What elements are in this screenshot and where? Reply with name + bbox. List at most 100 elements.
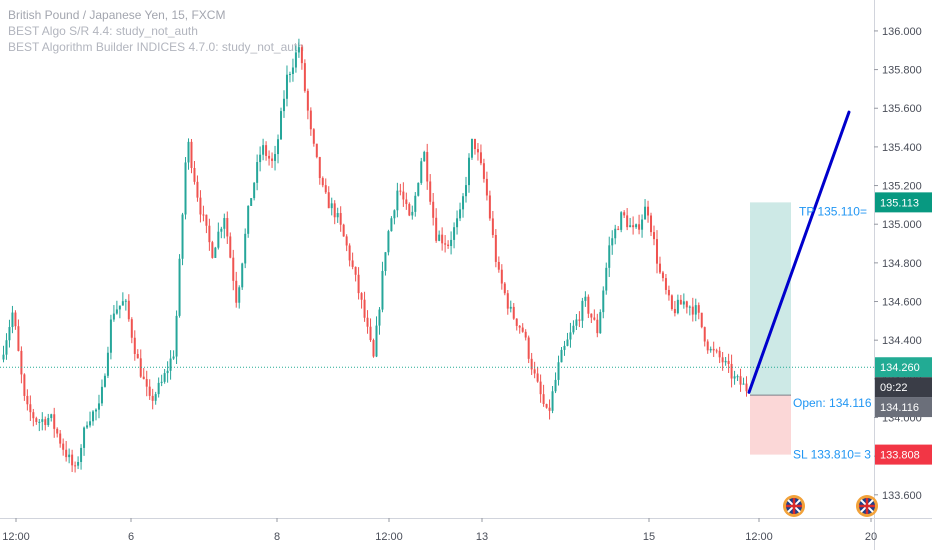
candle-body (181, 214, 184, 259)
candle-body (706, 341, 709, 351)
candle-body (205, 214, 208, 226)
candle-body (2, 354, 5, 360)
candle-body (554, 379, 557, 392)
candle-body (97, 403, 100, 410)
time-axis[interactable]: 12:00 6 8 12:00 13 15 12:00 20 (0, 518, 932, 543)
candle-body (271, 158, 274, 161)
candle-body (518, 325, 521, 328)
candle-body (569, 332, 572, 340)
entry-price-tag-bg (875, 397, 932, 418)
study-label-builder[interactable]: BEST Algorithm Builder INDICES 4.7.0: st… (8, 40, 304, 54)
candle-body (393, 210, 396, 219)
candle-body (112, 313, 115, 320)
candle-body (244, 233, 247, 264)
candle-body (17, 326, 20, 351)
candle-body (611, 238, 614, 246)
candle-body (103, 375, 106, 387)
uk-flag-event-icon[interactable] (856, 495, 878, 517)
candle-body (641, 219, 644, 230)
candle-body (494, 234, 497, 262)
candle-body (280, 111, 283, 140)
candle-body (190, 141, 193, 168)
event-markers[interactable] (783, 495, 878, 517)
price-tick-label: 135.000 (882, 219, 922, 231)
candle-body (288, 74, 291, 76)
candle-body (178, 258, 181, 316)
candle-body (491, 218, 494, 235)
time-tick-label: 12:00 (375, 531, 403, 543)
candle-body (467, 157, 470, 186)
candle-body (620, 212, 623, 230)
symbol-title[interactable]: British Pound / Japanese Yen, 15, FXCM (8, 8, 226, 22)
candle-body (694, 305, 697, 315)
take-profit-price-tag-bg (875, 192, 932, 213)
candle-body (303, 63, 306, 91)
candle-body (402, 191, 405, 200)
candle-body (456, 218, 459, 228)
price-axis[interactable]: 136.000 135.800 135.600 135.400 135.200 135.0… (874, 0, 922, 550)
candle-body (202, 214, 205, 216)
price-tick-label: 136.000 (882, 26, 922, 38)
candle-body (306, 90, 309, 111)
candle-body (312, 129, 315, 144)
study-label-sr[interactable]: BEST Algo S/R 4.4: study_not_auth (8, 24, 198, 38)
candle-body (521, 327, 524, 332)
candle-body (169, 358, 172, 371)
candle-body (724, 360, 727, 363)
candle-body (315, 143, 318, 158)
candle-body (211, 242, 214, 258)
candle-body (539, 381, 542, 395)
candle-body (497, 261, 500, 270)
candle-body (59, 433, 62, 444)
stop-loss-price-tag-bg (875, 444, 932, 465)
candle-body (479, 152, 482, 164)
time-tick-label: 12:00 (2, 531, 30, 543)
candle-body (41, 419, 44, 422)
candle-body (351, 260, 354, 267)
candle-body (426, 151, 429, 182)
candle-body (718, 350, 721, 358)
candle-body (256, 162, 259, 183)
candle-body (435, 217, 438, 241)
price-tick-label: 135.600 (882, 103, 922, 115)
chart-overlays: TP 135.110= Open: 134.116 SL 133.810= 3 (0, 110, 874, 462)
candle-body (127, 300, 130, 320)
candle-body (390, 218, 393, 232)
candle-body (408, 204, 411, 216)
candle-body (673, 309, 676, 314)
current-price-tag: 134.260 (880, 362, 920, 374)
candle-body (405, 199, 408, 205)
candle-body (157, 382, 160, 395)
candle-body (605, 267, 608, 291)
candle-body (74, 465, 77, 467)
candle-body (92, 411, 95, 422)
candle-body (160, 381, 163, 383)
take-profit-zone (750, 202, 791, 396)
candle-body (485, 178, 488, 196)
trend-projection-line (747, 110, 851, 394)
candle-body (247, 205, 250, 234)
candle-body (733, 376, 736, 379)
candle-body (136, 353, 139, 359)
candle-body (259, 154, 262, 163)
candle-body (563, 345, 566, 350)
candle-body (253, 182, 256, 199)
candle-body (712, 348, 715, 351)
candle-body (617, 228, 620, 230)
price-tick-label: 135.400 (882, 142, 922, 154)
candle-body (47, 417, 50, 426)
candle-body (599, 312, 602, 334)
candle-body (745, 383, 748, 392)
candle-body (321, 178, 324, 186)
candle-body (333, 203, 336, 218)
candle-body (372, 340, 375, 357)
candle-body (175, 315, 178, 357)
stop-loss-label: SL 133.810= 3 (793, 448, 871, 462)
candle-body (530, 358, 533, 370)
candle-body (453, 227, 456, 240)
uk-flag-event-icon[interactable] (783, 495, 805, 517)
candle-body (232, 257, 235, 281)
candle-body (736, 376, 739, 378)
candle-body (208, 225, 211, 243)
